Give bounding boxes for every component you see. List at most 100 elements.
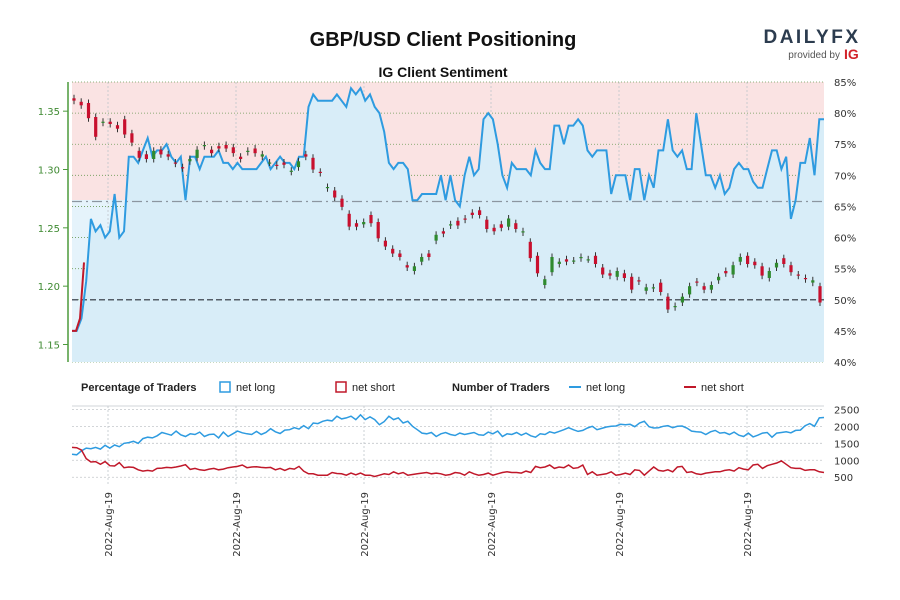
dailyfx-tagline: provided by	[788, 50, 840, 61]
candle-body	[101, 121, 105, 123]
x-tick-label: 2022-Aug-19	[232, 492, 243, 557]
price-axis-ticks: 1.15 1.20 1.25 1.30 1.35	[38, 107, 68, 352]
candle-body	[767, 271, 771, 278]
candle-body	[811, 280, 815, 283]
candle-body	[94, 117, 98, 137]
candle-body	[289, 170, 293, 172]
price-tick-label: 1.15	[38, 341, 60, 352]
count-tick-label: 1500	[834, 439, 859, 450]
candle-body	[108, 121, 112, 124]
pct-tick-label: 40%	[834, 358, 856, 369]
legend-pct-long-swatch	[219, 381, 231, 393]
candle-body	[528, 241, 532, 259]
candle-body	[159, 149, 163, 155]
pct-tick-label: 70%	[834, 171, 856, 182]
count-axis-ticks: 500 1000 1500 2000 2500	[834, 405, 859, 484]
candle-body	[318, 171, 322, 173]
legend-pct-short-label: net short	[352, 382, 395, 394]
candle-body	[507, 218, 511, 227]
chart-subtitle: IG Client Sentiment	[378, 64, 507, 80]
x-axis-ticks: 2022-Aug-19 2022-Aug-19 2022-Aug-19 2022-Au…	[104, 492, 754, 557]
candle-body	[702, 286, 706, 290]
pct-tick-label: 75%	[834, 140, 856, 151]
pct-tick-label: 65%	[834, 202, 856, 213]
candle-body	[478, 210, 482, 215]
candle-body	[376, 222, 380, 239]
x-tick-label: 2022-Aug-19	[743, 492, 754, 557]
candle-body	[325, 187, 330, 189]
candle-body	[593, 255, 598, 264]
pct-tick-label: 85%	[834, 78, 856, 89]
candle-body	[311, 157, 315, 170]
candle-body	[470, 212, 474, 215]
pct-tick-label: 45%	[834, 327, 856, 338]
candle-body	[260, 154, 264, 157]
candle-body	[210, 149, 214, 154]
candle-body	[796, 274, 800, 276]
net-long-count-line	[71, 413, 825, 456]
candle-body	[680, 296, 684, 303]
count-tick-label: 500	[834, 473, 853, 484]
candle-body	[456, 220, 460, 226]
candle-body	[803, 278, 808, 280]
lower-gridlines	[72, 405, 824, 484]
candle-body	[514, 223, 518, 229]
percentage-axis-ticks: 40% 45% 50% 55% 60% 65% 70% 75% 80% 85%	[834, 78, 856, 369]
candle-body	[499, 224, 503, 228]
x-tick-label: 2022-Aug-19	[615, 492, 626, 557]
candle-body	[485, 219, 489, 229]
candle-body	[543, 279, 547, 285]
candle-body	[152, 150, 156, 159]
candle-body	[615, 271, 619, 277]
candle-body	[202, 145, 206, 147]
candle-body	[362, 222, 366, 225]
candle-body	[115, 125, 120, 129]
candle-body	[673, 306, 677, 308]
candle-body	[659, 282, 663, 292]
candle-body	[369, 215, 373, 224]
pct-tick-label: 80%	[834, 109, 856, 120]
candle-body	[354, 223, 359, 227]
count-tick-label: 2500	[834, 405, 859, 416]
price-tick-label: 1.25	[38, 224, 60, 235]
candle-body	[564, 259, 569, 262]
candle-body	[217, 146, 221, 149]
candle-body	[789, 265, 793, 273]
candle-body	[173, 162, 177, 164]
candle-body	[753, 261, 757, 266]
candle-body	[463, 218, 467, 220]
candle-body	[282, 162, 286, 165]
candle-body	[347, 213, 351, 227]
candle-body	[637, 280, 641, 282]
legend-pct-short-swatch	[335, 381, 347, 393]
net-short-count-line	[71, 446, 825, 478]
candle-body	[224, 145, 228, 149]
candle-body	[608, 273, 612, 276]
candle-body	[644, 287, 648, 291]
legend-pct-heading: Percentage of Traders	[81, 382, 197, 394]
candle-body	[492, 227, 496, 232]
candle-body	[296, 161, 301, 168]
candle-body	[666, 296, 670, 310]
net-long-pct-line	[72, 85, 824, 332]
x-tick-label: 2022-Aug-19	[487, 492, 498, 557]
candle-body	[383, 240, 387, 247]
candle-body	[774, 262, 779, 268]
candle-body	[166, 154, 170, 157]
candle-body	[601, 267, 605, 275]
dailyfx-logo-text: DAILYFX	[763, 27, 860, 48]
candle-body	[123, 119, 127, 135]
candle-body	[557, 261, 561, 264]
candle-body	[688, 286, 692, 295]
candle-body	[709, 285, 713, 290]
candle-body	[412, 266, 416, 271]
candle-body	[449, 224, 453, 226]
candle-body	[427, 253, 431, 257]
candle-body	[86, 103, 91, 119]
candle-body	[253, 148, 257, 154]
candle-body	[695, 281, 699, 283]
candle-body	[579, 257, 583, 259]
net-short-pct-segment	[72, 262, 85, 332]
